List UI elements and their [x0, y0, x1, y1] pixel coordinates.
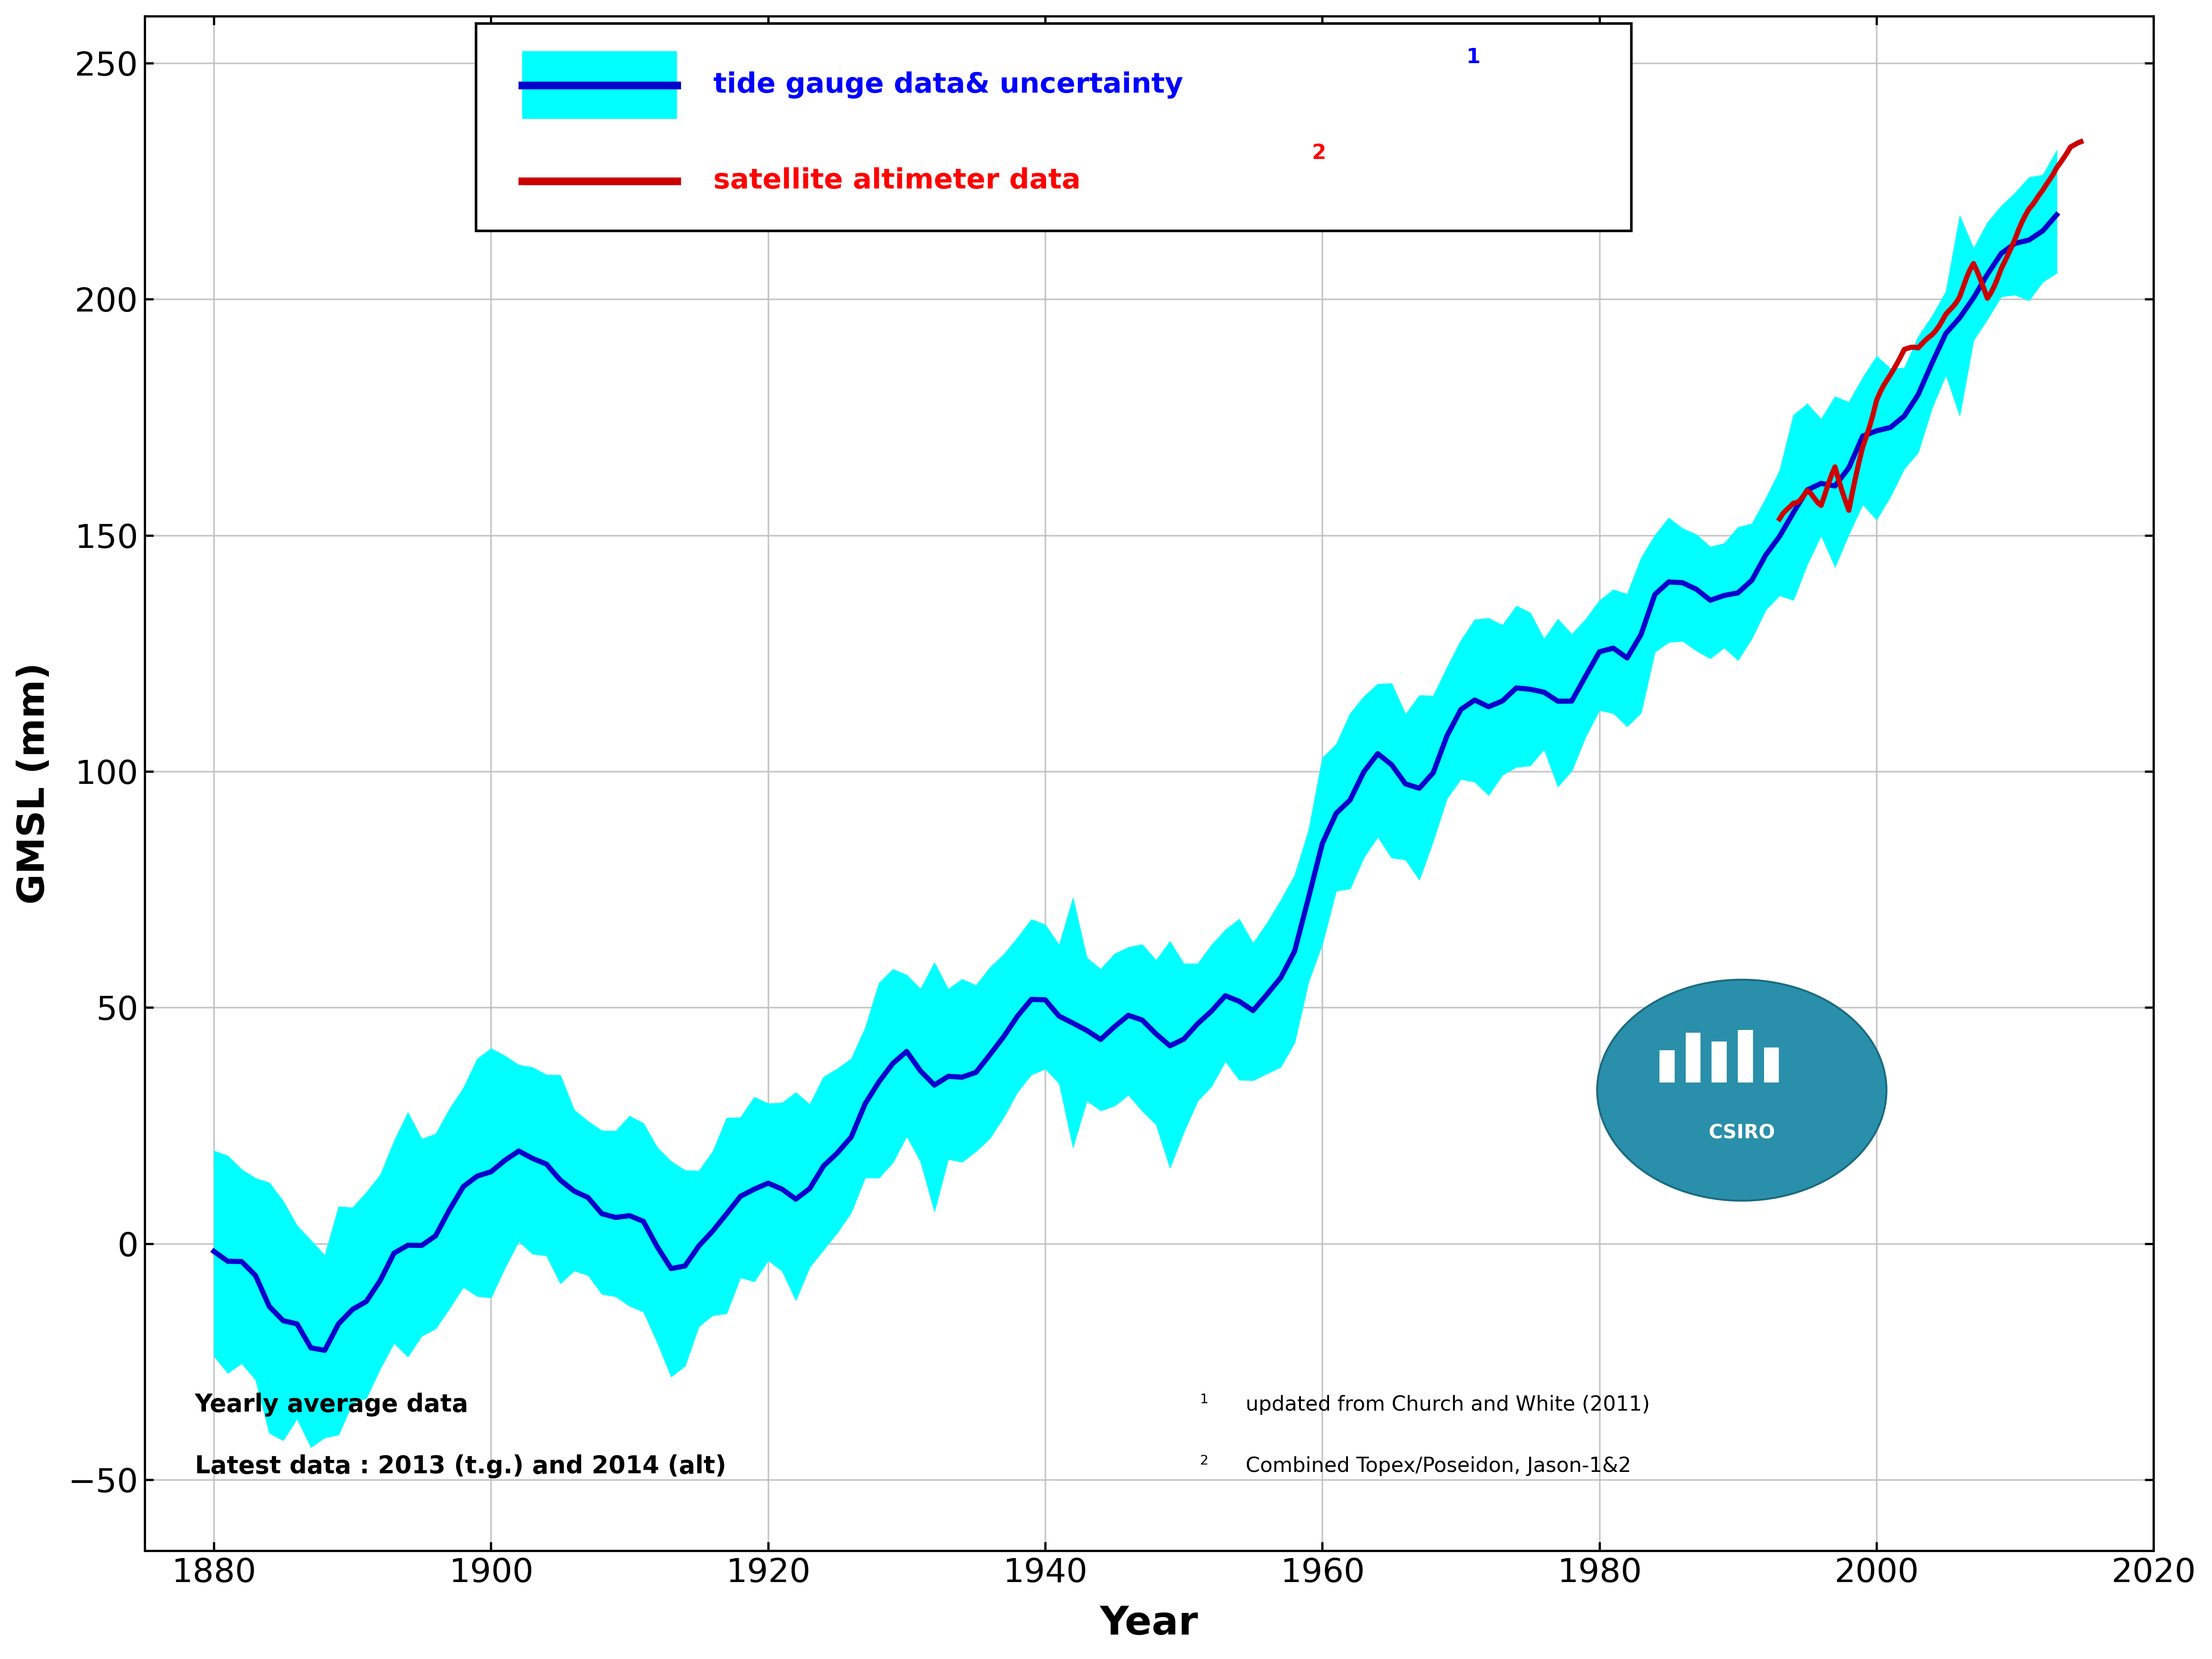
- Bar: [522, 51, 677, 119]
- Text: updated from Church and White (2011): updated from Church and White (2011): [1245, 1395, 1650, 1415]
- Text: Yearly average data: Yearly average data: [195, 1394, 469, 1417]
- Bar: [1763, 1047, 1778, 1083]
- FancyBboxPatch shape: [476, 23, 1630, 231]
- Text: tide gauge data& uncertainty: tide gauge data& uncertainty: [712, 71, 1183, 98]
- Circle shape: [1597, 980, 1887, 1201]
- Text: $^2$: $^2$: [1199, 1457, 1208, 1477]
- Text: CSIRO: CSIRO: [1708, 1123, 1776, 1143]
- Bar: [1739, 1030, 1752, 1083]
- Text: Latest data : 2013 (t.g.) and 2014 (alt): Latest data : 2013 (t.g.) and 2014 (alt): [195, 1455, 726, 1478]
- Bar: [1659, 1050, 1674, 1083]
- Text: $^1$: $^1$: [1199, 1395, 1208, 1415]
- Text: 2: 2: [1312, 143, 1327, 163]
- Y-axis label: GMSL (mm): GMSL (mm): [15, 662, 51, 904]
- Bar: [1712, 1042, 1728, 1083]
- Text: satellite altimeter data: satellite altimeter data: [712, 168, 1079, 194]
- X-axis label: Year: Year: [1099, 1604, 1199, 1642]
- Text: 1: 1: [1467, 48, 1480, 68]
- Text: Combined Topex/Poseidon, Jason-1&2: Combined Topex/Poseidon, Jason-1&2: [1245, 1457, 1630, 1477]
- Bar: [1686, 1034, 1701, 1083]
